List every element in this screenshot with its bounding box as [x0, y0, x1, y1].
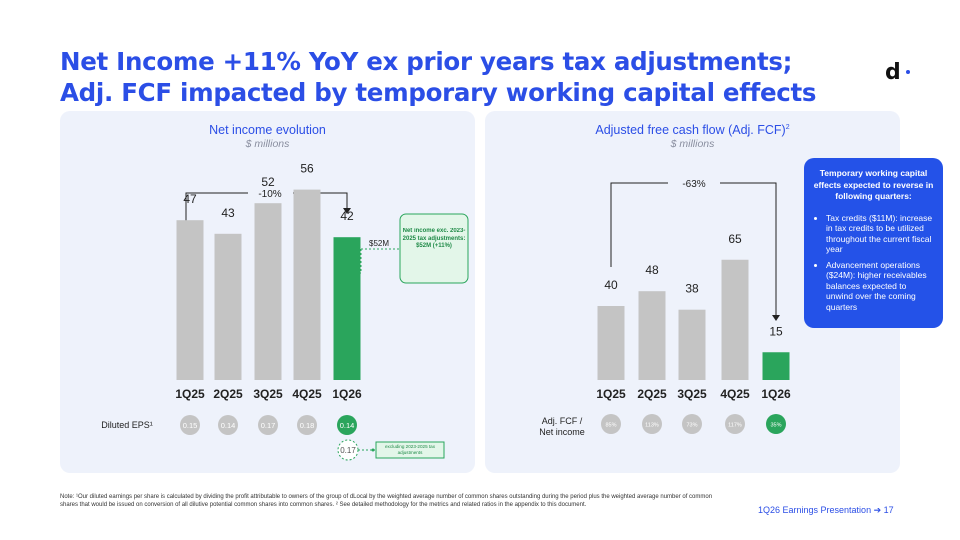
- fcf-category-label: 1Q25: [596, 387, 626, 401]
- ni-value-label: 56: [300, 162, 314, 176]
- eps-adjusted-note-box: [375, 441, 445, 459]
- ni-value-label: 43: [221, 206, 235, 220]
- eps-adjusted-value: 0.17: [340, 446, 356, 455]
- fcf-value-label: 65: [728, 232, 742, 246]
- ni-category-label: 3Q25: [253, 387, 283, 401]
- eps-circle: [180, 415, 200, 435]
- eps-value: 0.14: [340, 421, 355, 430]
- eps-value: 0.15: [183, 421, 198, 430]
- ni-bracket-line: [185, 192, 248, 232]
- eps-circle: [218, 415, 238, 435]
- eps-circle: [297, 415, 317, 435]
- ni-value-label: 42: [340, 209, 354, 223]
- eps-circles: 0.15 0.14 0.17 0.18 0.14: [180, 415, 357, 435]
- dlocal-logo: d: [885, 60, 901, 85]
- net-income-chart-subtitle: $ millions: [245, 138, 290, 150]
- fcf-value-label: 38: [685, 282, 699, 296]
- eps-circle: [258, 415, 278, 435]
- ni-bracket-label: -10%: [258, 189, 281, 200]
- fcf-ratio-value: 73%: [686, 423, 697, 429]
- ni-adjusted-callout-text: Net income exc. 2023-2025 tax adjustment…: [402, 228, 466, 249]
- ni-bracket-arrow: [343, 208, 351, 214]
- eps-value: 0.14: [221, 421, 236, 430]
- eps-connector-dot-icon: [371, 448, 375, 452]
- fcf-category-label: 2Q25: [637, 387, 667, 401]
- callout-bullet-tax-credits: Tax credits ($11M): increase in tax cred…: [826, 213, 935, 255]
- net-income-chart-title: Net income evolution: [209, 123, 326, 137]
- fcf-ratio-label-line2: Net income: [539, 427, 585, 437]
- ni-category-label: 1Q26: [332, 387, 362, 401]
- page-title: Net Income +11% YoY ex prior years tax a…: [60, 47, 817, 107]
- ni-category-label: 4Q25: [292, 387, 322, 401]
- fcf-category-label: 1Q26: [761, 387, 791, 401]
- fcf-value-label: 48: [645, 263, 659, 277]
- fcf-ratio-value: 113%: [645, 423, 659, 429]
- fcf-ratio-circle: [642, 414, 662, 434]
- fcf-bar-3Q25: [678, 309, 706, 380]
- fcf-category-label: 4Q25: [720, 387, 750, 401]
- ni-bar-2Q25: [214, 233, 242, 380]
- fcf-ratio-circle: [725, 414, 745, 434]
- fcf-ratio-value: 35%: [770, 423, 781, 429]
- fcf-ratio-label-line1: Adj. FCF /: [542, 416, 583, 426]
- fcf-value-label: 15: [769, 324, 783, 338]
- eps-value: 0.18: [300, 421, 315, 430]
- logo-dot-icon: [906, 70, 910, 74]
- fcf-bar-2Q25: [638, 291, 666, 380]
- bar-marks: 47 1Q25 43 2Q25 52 3Q25 56 4Q25 42 1Q26 40 1Q25 48 2Q…: [175, 162, 791, 401]
- fcf-ratio-value: 117%: [728, 423, 742, 429]
- eps-label: Diluted EPS¹: [101, 420, 153, 430]
- footer-page-label[interactable]: 1Q26 Earnings Presentation ➔ 17: [758, 505, 894, 515]
- callout-bullet-advancement: Advancement operations ($24M): higher re…: [826, 260, 935, 313]
- fcf-bracket-line: [610, 182, 668, 267]
- fcf-bracket-arrow: [772, 315, 780, 321]
- fcf-title-text: Adjusted free cash flow (Adj. FCF): [595, 123, 786, 137]
- fcf-bracket-line-right: [720, 182, 777, 315]
- fcf-ratio-value: 85%: [605, 423, 616, 429]
- fcf-ratio-circle: [601, 414, 621, 434]
- callout-bullets: Tax credits ($11M): increase in tax cred…: [812, 213, 935, 313]
- ni-bar-1Q25: [176, 220, 204, 380]
- footnote: Note: ¹Our diluted earnings per share is…: [60, 494, 713, 509]
- callout-heading: Temporary working capital effects expect…: [813, 168, 934, 201]
- fcf-chart-subtitle: $ millions: [670, 138, 715, 150]
- working-capital-callout: Temporary working capital effects expect…: [804, 158, 943, 328]
- eps-circle: [337, 415, 357, 435]
- ni-adjusted-value-label: $52M: [369, 239, 389, 248]
- ni-bar-3Q25: [254, 203, 282, 380]
- eps-adjusted-note: excluding 2023-2025 tax adjustments: [384, 444, 436, 455]
- ni-bar-1Q26: [333, 237, 361, 380]
- ni-category-label: 2Q25: [213, 387, 243, 401]
- fcf-chart-title: Adjusted free cash flow (Adj. FCF)2: [485, 123, 900, 137]
- fcf-ratio-circle: [682, 414, 702, 434]
- fcf-value-label: 40: [604, 278, 618, 292]
- ni-value-label: 47: [183, 192, 197, 206]
- fcf-ratio-circles: 85% 113% 73% 117% 35%: [601, 414, 786, 434]
- ni-value-label: 52: [261, 175, 275, 189]
- fcf-bar-1Q26: [762, 352, 790, 380]
- ni-bar-4Q25: [293, 189, 321, 380]
- fcf-bar-4Q25: [721, 259, 749, 380]
- eps-value: 0.17: [261, 421, 276, 430]
- fcf-ratio-circle: [766, 414, 786, 434]
- fcf-title-sup: 2: [785, 123, 790, 131]
- fcf-bracket-label: -63%: [682, 179, 705, 190]
- fcf-category-label: 3Q25: [677, 387, 707, 401]
- fcf-bar-1Q25: [597, 306, 625, 380]
- ni-category-label: 1Q25: [175, 387, 205, 401]
- ni-adjusted-callout-box: [399, 213, 469, 284]
